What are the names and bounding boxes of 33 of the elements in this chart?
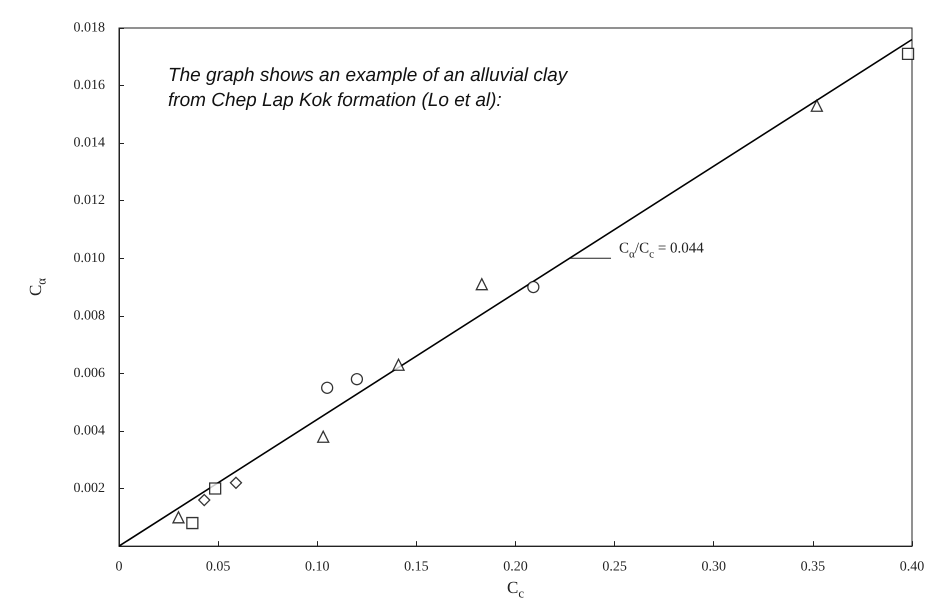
y-tick-label: 0.008 — [74, 308, 105, 324]
x-tick-label: 0.30 — [702, 560, 726, 575]
point — [198, 494, 210, 506]
x-tick-label: 0.35 — [800, 560, 826, 575]
point — [392, 358, 405, 371]
point — [810, 100, 823, 112]
x-tick-label: 0.20 — [503, 560, 528, 575]
x-tick-label: 0.15 — [404, 560, 429, 575]
point — [321, 382, 334, 394]
x-tick-label: 0.10 — [305, 560, 330, 575]
annotation: The graph shows an example of an alluvial clay from Chep Lap Kok formation (Lo et al): — [168, 65, 569, 111]
x-tick-label: 0 — [116, 560, 122, 575]
y-tick-label: 0.012 — [74, 193, 105, 208]
y-tick-label: 0.018 — [74, 20, 105, 36]
y-tick-label: 0.006 — [74, 366, 105, 381]
point — [172, 511, 185, 524]
point — [350, 373, 364, 386]
y-tick-label: 0.002 — [74, 481, 105, 496]
point — [527, 280, 540, 294]
x-tick-label: 0.40 — [900, 560, 924, 575]
point — [317, 430, 330, 443]
y-tick-label: 0.010 — [74, 250, 105, 266]
y-tick-label: 0.004 — [74, 423, 105, 438]
y-tick-label: 0.014 — [74, 136, 105, 151]
point — [230, 476, 242, 489]
point — [186, 516, 198, 530]
point — [476, 278, 488, 290]
point — [209, 482, 222, 495]
y-axis-title: Cα — [26, 278, 48, 296]
y-tick-label: 0.016 — [74, 78, 105, 94]
point — [902, 48, 914, 60]
x-tick-label: 0.05 — [206, 560, 230, 575]
x-tick-label: 0.25 — [602, 560, 627, 575]
